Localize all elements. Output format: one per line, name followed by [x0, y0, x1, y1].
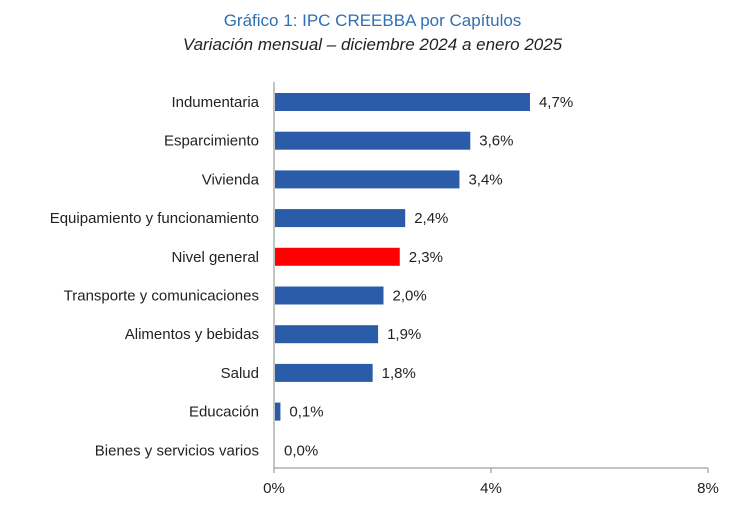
chart-subtitle: Variación mensual – diciembre 2024 a ene… — [182, 35, 563, 54]
x-tick-label: 0% — [263, 480, 285, 497]
bar — [275, 131, 471, 150]
bar — [275, 209, 406, 228]
data-label: 1,8% — [382, 365, 416, 382]
chart-title: Gráfico 1: IPC CREEBBA por Capítulos — [223, 11, 522, 30]
bar — [275, 170, 460, 189]
category-label: Nivel general — [171, 249, 259, 266]
x-tick-label: 4% — [480, 480, 502, 497]
category-label: Bienes y servicios varios — [95, 442, 259, 459]
category-label: Transporte y comunicaciones — [64, 288, 259, 305]
data-label: 3,4% — [468, 171, 502, 188]
category-label: Indumentaria — [171, 94, 259, 111]
data-label: 2,3% — [409, 249, 443, 266]
bar — [275, 286, 384, 305]
bar — [275, 247, 400, 266]
x-tick-label: 8% — [697, 480, 719, 497]
data-label: 2,0% — [393, 288, 427, 305]
data-label: 0,0% — [284, 442, 318, 459]
data-label: 0,1% — [289, 404, 323, 421]
category-label: Equipamiento y funcionamiento — [50, 210, 259, 227]
bar — [275, 325, 379, 344]
category-label: Educación — [189, 404, 259, 421]
bar — [275, 402, 281, 421]
data-label: 1,9% — [387, 326, 421, 343]
category-label: Alimentos y bebidas — [125, 326, 259, 343]
data-label: 2,4% — [414, 210, 448, 227]
data-label: 3,6% — [479, 133, 513, 150]
category-label: Salud — [221, 365, 259, 382]
data-label: 4,7% — [539, 94, 573, 111]
category-label: Vivienda — [202, 171, 260, 188]
bar — [275, 363, 373, 382]
bar — [275, 93, 530, 111]
category-label: Esparcimiento — [164, 133, 259, 150]
